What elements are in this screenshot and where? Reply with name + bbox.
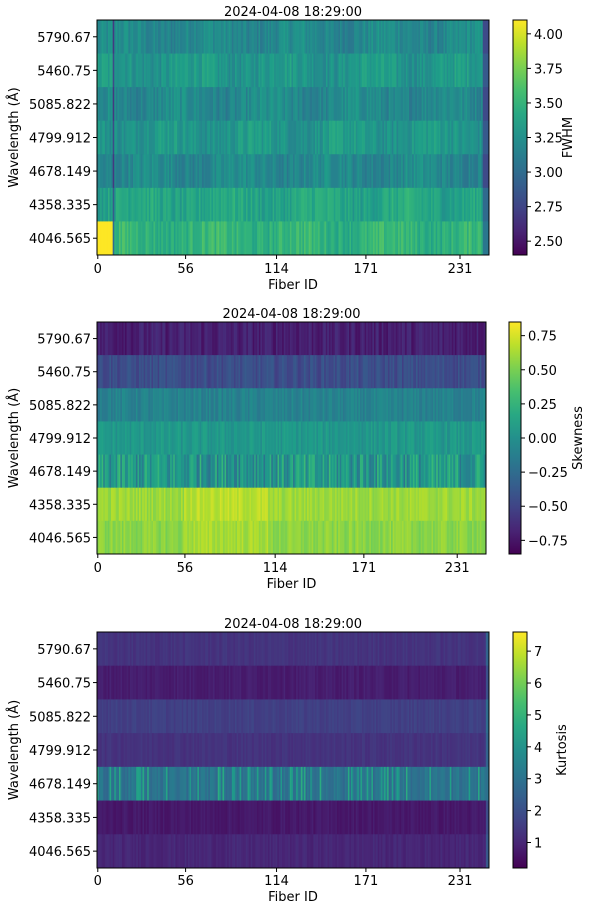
y-tick-label: 4678.149 [29, 165, 91, 180]
x-tick-label: 56 [177, 561, 194, 576]
x-axis-label: Fiber ID [268, 278, 318, 293]
colorbar-label: FWHM [561, 117, 576, 158]
colorbar-tick-label: 3.25 [534, 132, 563, 147]
y-tick-label: 4358.335 [29, 199, 91, 214]
x-tick-label: 231 [445, 561, 470, 576]
heatmap-cells [97, 20, 489, 255]
y-tick-label: 5085.822 [29, 98, 91, 113]
x-tick-label: 114 [264, 262, 289, 277]
fwhm-panel: 2024-04-08 18:29:00 5790.67 5460.75 5085.82… [0, 0, 595, 300]
colorbar [513, 20, 527, 255]
colorbar-label: Skewness [571, 406, 586, 470]
colorbar-tick-label: 3.75 [534, 62, 563, 77]
y-tick-label: 4358.335 [29, 498, 91, 513]
y-axis-label: Wavelength (Å) [6, 87, 22, 187]
colorbar-tick-label: 4.00 [534, 28, 563, 43]
x-tick-label: 114 [263, 561, 288, 576]
y-tick-label: 5460.75 [37, 64, 91, 79]
colorbar-tick-label: 3.00 [534, 166, 563, 181]
colorbar [509, 322, 521, 554]
fwhm-heatmap-chart: 2024-04-08 18:29:00 5790.67 5460.75 5085.82… [0, 0, 595, 300]
heatmap-cells [97, 322, 486, 554]
colorbar-tick-label: −0.75 [528, 534, 568, 549]
colorbar-tick-label: 0.25 [528, 398, 557, 413]
colorbar-tick-label: 0.00 [528, 432, 557, 447]
x-tick-label: 0 [94, 561, 102, 576]
x-axis-label: Fiber ID [267, 577, 317, 592]
heatmap-cells [97, 632, 489, 868]
colorbar-tick-label: 0.75 [528, 330, 557, 345]
y-tick-label: 4799.912 [29, 432, 91, 447]
y-tick-label: 5460.75 [37, 366, 91, 381]
x-tick-label: 171 [351, 561, 376, 576]
y-tick-label: 5790.67 [37, 31, 91, 46]
colorbar-tick-label: 0.50 [528, 364, 557, 379]
y-tick-label: 4046.565 [29, 232, 91, 247]
skewness-panel: 2024-04-08 18:29:00 5790.67 5460.75 5085.82… [0, 303, 595, 603]
x-tick-label: 0 [94, 262, 102, 277]
colorbar-tick-label: −0.25 [528, 466, 568, 481]
y-tick-label: 5085.822 [29, 399, 91, 414]
skewness-heatmap-chart: 2024-04-08 18:29:00 5790.67 5460.75 5085.82… [0, 303, 595, 603]
colorbar-tick-label: 3.50 [534, 97, 563, 112]
x-tick-label: 171 [353, 262, 378, 277]
colorbar-tick-label: −0.50 [528, 500, 568, 515]
colorbar-tick-label: 2.75 [534, 201, 563, 216]
y-tick-label: 4046.565 [29, 531, 91, 546]
kurtosis-heatmap-chart: 2024-04-08 18:29:005790.675460.755085.82… [0, 612, 595, 910]
x-tick-label: 56 [177, 262, 194, 277]
chart-title: 2024-04-08 18:29:00 [224, 5, 362, 20]
chart-title: 2024-04-08 18:29:00 [222, 307, 360, 322]
y-tick-label: 5790.67 [37, 333, 91, 348]
y-tick-label: 4799.912 [29, 132, 91, 147]
y-axis-label: Wavelength (Å) [6, 388, 22, 488]
x-tick-label: 231 [448, 262, 473, 277]
y-tick-label: 4678.149 [29, 465, 91, 480]
colorbar-tick-label: 2.50 [534, 235, 563, 250]
